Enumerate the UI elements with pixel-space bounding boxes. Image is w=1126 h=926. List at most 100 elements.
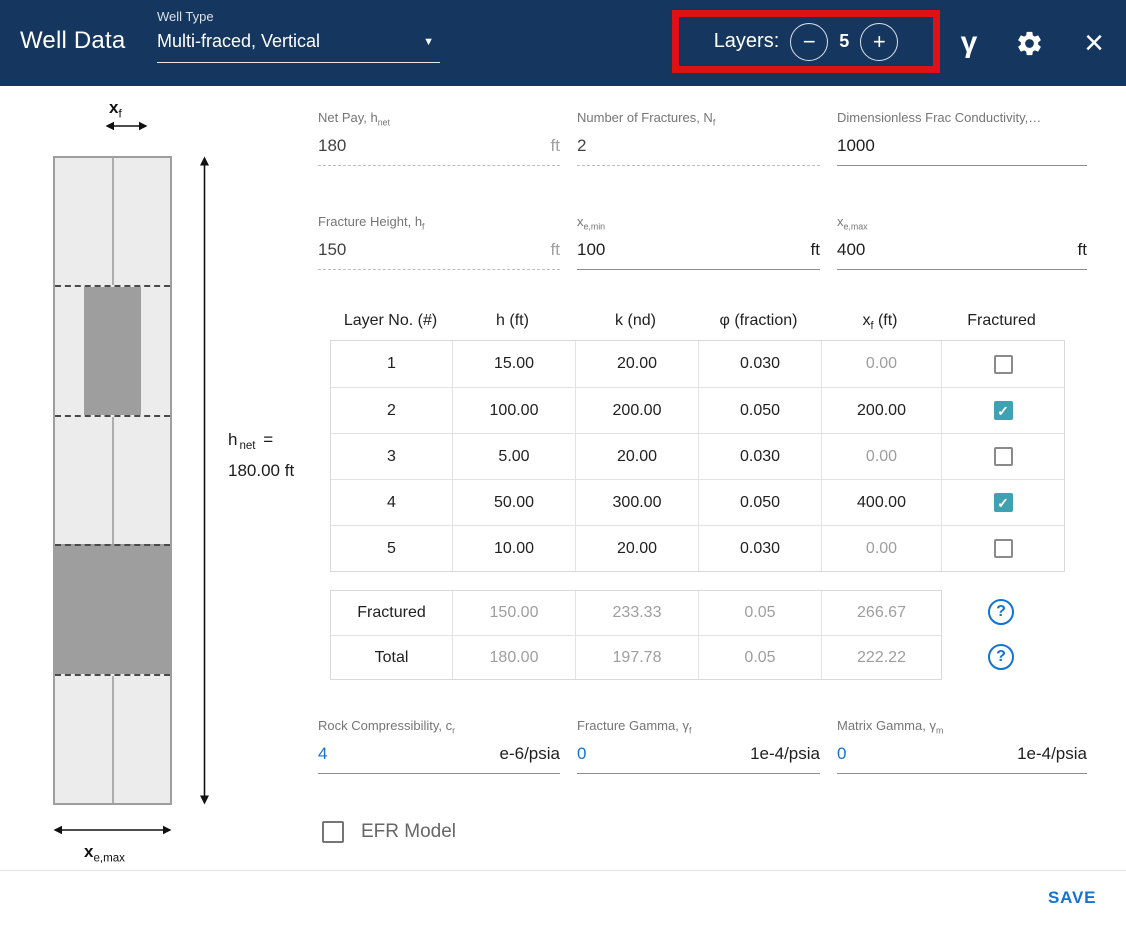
well-schematic: xf h net = 180.00 ft xe,max (0, 86, 312, 886)
layer-no: 2 (387, 401, 396, 419)
field-xe-min: xe,min 100 ft (577, 214, 820, 270)
k-cell[interactable]: 300.00 (575, 480, 698, 525)
layer-5 (55, 673, 170, 804)
rock-compressibility-input[interactable]: 4 (318, 744, 328, 763)
num-fractures-label: Number of Fractures, Nf (577, 110, 716, 128)
dialog-header: Well Data Well Type Multi-fraced, Vertic… (0, 0, 1126, 86)
well-type-label: Well Type (157, 9, 214, 24)
fractured-cell: ✓ (941, 434, 1064, 479)
layers-annotation-box: Layers: − 5 + (672, 10, 940, 73)
phi-cell[interactable]: 0.030 (698, 526, 821, 571)
fractured-checkbox[interactable]: ✓ (993, 447, 1013, 466)
layer-3 (55, 414, 170, 545)
field-rock-compressibility: Rock Compressibility, cr 4 e-6/psia (318, 718, 560, 774)
well-column (53, 156, 172, 805)
save-button[interactable]: SAVE (1048, 888, 1097, 907)
wellbore-line (111, 158, 114, 286)
h-cell[interactable]: 15.00 (452, 341, 575, 387)
summary-label: Fractured (357, 604, 426, 621)
xe-min-label: xe,min (577, 214, 606, 232)
layers-label: Layers: (713, 30, 780, 52)
layers-increment-button[interactable]: + (860, 22, 899, 61)
summary-label: Total (374, 648, 409, 666)
xf-cell: 0.00 (821, 434, 941, 479)
layer-no: 3 (387, 447, 396, 465)
col-header-phi: φ (fraction) (719, 312, 798, 329)
h-cell[interactable]: 5.00 (452, 434, 575, 479)
k-cell[interactable]: 20.00 (575, 526, 698, 571)
table-row: 5 10.00 20.00 0.030 0.00 ✓ (331, 525, 1064, 571)
table-row: 4 50.00 300.00 0.050 400.00 ✓ (331, 479, 1064, 525)
h-cell[interactable]: 50.00 (452, 480, 575, 525)
xf-dimension-label: xf (109, 98, 122, 121)
xf-cell[interactable]: 400.00 (821, 480, 941, 525)
layer-no: 5 (387, 539, 396, 557)
fractured-cell: ✓ (941, 526, 1064, 571)
efr-model-checkbox[interactable]: ✓ EFR Model (322, 821, 456, 843)
wellbore-line (111, 416, 114, 545)
fractured-cell: ✓ (941, 388, 1064, 433)
fractured-cell: ✓ (941, 480, 1064, 525)
fractured-checkbox[interactable]: ✓ (993, 401, 1013, 420)
phi-cell[interactable]: 0.050 (698, 388, 821, 433)
phi-cell[interactable]: 0.030 (698, 341, 821, 387)
field-xe-max: xe,max 400 ft (837, 214, 1087, 270)
summary-row-total: Total 180.00 197.78 0.05 222.22 (331, 635, 941, 679)
rock-compressibility-label: Rock Compressibility, cr (318, 718, 456, 736)
table-row: 3 5.00 20.00 0.030 0.00 ✓ (331, 433, 1064, 479)
footer-divider (0, 870, 1126, 871)
fractured-checkbox[interactable]: ✓ (993, 354, 1013, 374)
field-fracture-height: Fracture Height, hf 150 ft (318, 214, 560, 270)
k-cell[interactable]: 20.00 (575, 341, 698, 387)
table-row: 1 15.00 20.00 0.030 0.00 ✓ (331, 341, 1064, 387)
checkbox-icon[interactable]: ✓ (322, 821, 344, 843)
h-cell[interactable]: 10.00 (452, 526, 575, 571)
xf-cell[interactable]: 200.00 (821, 388, 941, 433)
close-icon[interactable]: × (1084, 23, 1104, 62)
field-net-pay: Net Pay, hnet 180 ft (318, 110, 560, 166)
col-header-h: h (ft) (496, 312, 529, 329)
xe-max-input[interactable]: 400 (837, 240, 866, 259)
xemax-arrow (53, 825, 172, 835)
well-type-select[interactable]: Well Type Multi-fraced, Vertical ▼ (157, 9, 440, 63)
phi-cell[interactable]: 0.030 (698, 434, 821, 479)
fracture-gamma-label: Fracture Gamma, γf (577, 718, 692, 736)
phi-cell[interactable]: 0.050 (698, 480, 821, 525)
layer-2-fractured (55, 285, 170, 416)
xf-arrow (105, 121, 148, 131)
frac-conductivity-input[interactable]: 1000 (837, 136, 875, 155)
fractured-checkbox[interactable]: ✓ (993, 539, 1013, 558)
fractured-checkbox[interactable]: ✓ (993, 493, 1013, 512)
h-cell[interactable]: 100.00 (452, 388, 575, 433)
layers-table: 1 15.00 20.00 0.030 0.00 ✓ 2 100.00 200.… (330, 340, 1065, 572)
field-frac-conductivity: Dimensionless Frac Conductivity,… 1000 (837, 110, 1087, 166)
col-header-k: k (nd) (615, 312, 656, 329)
summary-row-fractured: Fractured 150.00 233.33 0.05 266.67 (331, 591, 941, 635)
chevron-down-icon: ▼ (423, 35, 434, 48)
hnet-arrow (200, 156, 209, 805)
gamma-icon[interactable]: γ (960, 26, 978, 59)
dialog-title: Well Data (20, 27, 126, 54)
layer-no: 1 (387, 355, 396, 372)
fracture-height-value: 150 (318, 240, 347, 259)
xf-cell: 0.00 (821, 526, 941, 571)
hnet-value-label: h net = 180.00 ft (228, 430, 295, 480)
fracture-gamma-input[interactable]: 0 (577, 744, 587, 763)
matrix-gamma-input[interactable]: 0 (837, 744, 847, 763)
help-icon[interactable]: ? (988, 644, 1014, 670)
field-matrix-gamma: Matrix Gamma, γm 0 1e-4/psia (837, 718, 1087, 774)
k-cell[interactable]: 200.00 (575, 388, 698, 433)
frac-conductivity-label: Dimensionless Frac Conductivity,… (837, 110, 1042, 125)
net-pay-label: Net Pay, hnet (318, 110, 391, 128)
col-header-layer-no: Layer No. (#) (343, 312, 438, 329)
layer-1 (55, 158, 170, 286)
layers-decrement-button[interactable]: − (790, 22, 829, 61)
k-cell[interactable]: 20.00 (575, 434, 698, 479)
gear-icon[interactable] (1008, 0, 1050, 86)
net-pay-value: 180 (318, 136, 347, 155)
efr-model-label: EFR Model (361, 821, 457, 842)
xe-min-input[interactable]: 100 (577, 240, 606, 259)
wellbore-line (111, 675, 114, 804)
help-icon[interactable]: ? (988, 599, 1014, 625)
col-header-xf: xf (ft) (862, 312, 898, 333)
